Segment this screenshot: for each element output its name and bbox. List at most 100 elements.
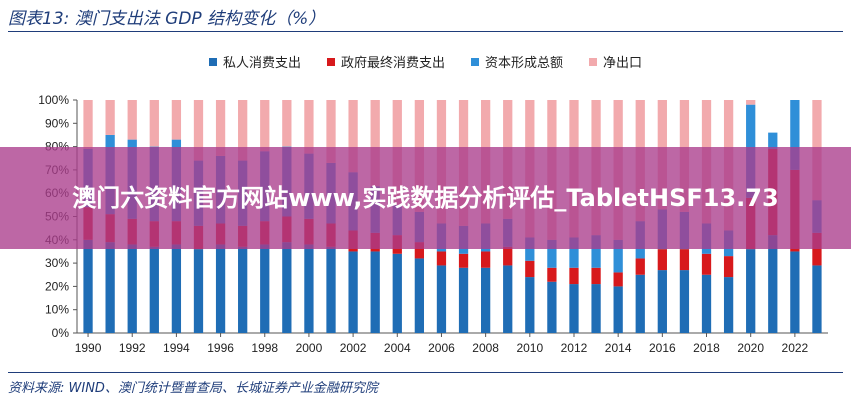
legend-item-net-exports: 净出口 [589, 52, 642, 71]
bar-segment-1 [480, 251, 491, 268]
bar-segment-0 [569, 284, 579, 333]
bar-segment-1 [723, 256, 734, 278]
x-tick-label: 2000 [296, 341, 323, 355]
source-rule [8, 372, 843, 373]
overlay-banner-text: 澳门六资料官方网站www,实践数据分析评估_TabletHSF13.73 [72, 184, 779, 212]
bar-segment-0 [149, 246, 159, 333]
figure-title: 图表13: 澳门支出法 GDP 结构变化（%） [8, 9, 326, 29]
bar-segment-0 [790, 251, 800, 333]
bar-segment-3 [149, 100, 159, 147]
x-tick-label: 1996 [207, 341, 234, 355]
bar-segment-1 [635, 258, 645, 275]
bar-segment-0 [215, 244, 226, 333]
bar-segment-0 [414, 258, 425, 333]
legend-swatch-government [326, 57, 335, 66]
bar-segment-3 [127, 100, 137, 140]
bar-segment-2 [547, 239, 557, 268]
bar-segment-0 [723, 277, 734, 333]
x-tick-label: 2022 [782, 341, 809, 355]
bar-segment-0 [127, 244, 137, 333]
bar-segment-3 [83, 100, 93, 149]
overlay-banner: 澳门六资料官方网站www,实践数据分析评估_TabletHSF13.73 [0, 147, 851, 249]
x-tick-label: 2006 [428, 341, 455, 355]
bar-segment-3 [215, 100, 226, 156]
bar-segment-0 [812, 265, 822, 333]
x-tick-label: 1990 [75, 341, 102, 355]
bar-segment-0 [326, 246, 336, 333]
bar-segment-0 [238, 246, 248, 333]
legend-label-net-exports: 净出口 [603, 56, 643, 71]
bar-segment-0 [436, 265, 447, 333]
bar-segment-2 [591, 235, 601, 268]
bar-segment-1 [503, 246, 513, 266]
bar-segment-1 [525, 260, 535, 278]
legend-swatch-private [208, 57, 217, 66]
legend-item-capital: 资本形成总额 [471, 52, 563, 71]
bar-segment-0 [260, 244, 270, 333]
bar-segment-2 [768, 132, 778, 149]
bar-segment-3 [304, 100, 314, 154]
x-tick-label: 2020 [737, 341, 764, 355]
bar-segment-0 [701, 274, 712, 333]
bar-segment-1 [547, 267, 557, 282]
bar-segment-0 [503, 265, 513, 333]
legend-item-private: 私人消费支出 [208, 52, 301, 71]
bar-segment-0 [547, 281, 557, 333]
bar-segment-1 [679, 249, 690, 271]
bar-segment-0 [635, 274, 645, 333]
bar-segment-0 [480, 267, 491, 333]
bar-segment-0 [746, 249, 756, 333]
y-tick-label: 90% [45, 116, 69, 130]
bar-segment-3 [370, 100, 380, 187]
bar-segment-3 [193, 100, 204, 161]
x-tick-label: 2010 [516, 341, 543, 355]
x-tick-label: 2008 [472, 341, 499, 355]
legend-label-government: 政府最终消费支出 [340, 56, 445, 71]
bar-segment-3 [348, 100, 358, 173]
bar-segment-0 [591, 284, 601, 333]
bar-segment-1 [613, 272, 623, 287]
bar-segment-0 [679, 270, 690, 333]
x-tick-label: 2016 [649, 341, 676, 355]
x-tick-label: 2018 [693, 341, 720, 355]
bar-segment-1 [701, 253, 712, 275]
x-tick-label: 2004 [384, 341, 411, 355]
bar-segment-0 [657, 270, 667, 333]
bar-segment-0 [304, 244, 314, 333]
y-tick-label: 10% [45, 303, 69, 317]
bar-segment-3 [238, 100, 248, 161]
x-tick-label: 1992 [119, 341, 146, 355]
bar-segment-3 [105, 100, 115, 135]
x-tick-label: 1998 [251, 341, 278, 355]
legend-item-government: 政府最终消费支出 [326, 52, 445, 71]
source-note: 资料来源: WIND、澳门统计暨普查局、长城证券产业金融研究院 [8, 381, 378, 396]
bar-segment-0 [370, 251, 380, 333]
bar-segment-0 [613, 286, 623, 333]
bar-segment-0 [768, 235, 778, 333]
legend-swatch-net-exports [589, 57, 598, 66]
bar-segment-0 [171, 244, 182, 333]
bar-segment-0 [348, 251, 358, 333]
bar-segment-0 [525, 277, 535, 333]
bar-segment-1 [812, 232, 822, 266]
title-rule [8, 31, 843, 32]
bar-segment-1 [458, 253, 469, 268]
bar-segment-0 [83, 239, 93, 333]
bar-segment-1 [657, 249, 667, 271]
bar-segment-2 [525, 237, 535, 261]
legend-swatch-capital [471, 57, 479, 66]
y-tick-label: 30% [45, 256, 69, 270]
bar-segment-3 [260, 100, 270, 152]
legend-label-capital: 资本形成总额 [485, 56, 564, 71]
x-tick-label: 2002 [340, 341, 367, 355]
bar-segment-1 [436, 251, 447, 266]
bar-segment-2 [790, 100, 800, 170]
bar-segment-3 [746, 100, 756, 105]
x-tick-label: 2014 [605, 341, 632, 355]
bar-segment-2 [569, 237, 579, 268]
bar-segment-0 [105, 242, 115, 333]
x-tick-label: 2012 [561, 341, 588, 355]
legend-label-private: 私人消费支出 [222, 56, 301, 71]
chart-legend: 私人消费支出 政府最终消费支出 资本形成总额 净出口 [0, 52, 851, 71]
bar-segment-0 [193, 249, 204, 333]
